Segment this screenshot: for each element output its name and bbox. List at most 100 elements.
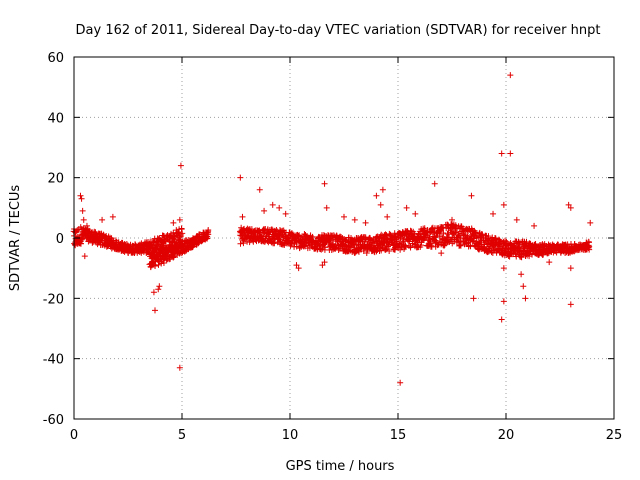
data-point: [192, 238, 199, 245]
outlier-point: [237, 174, 244, 181]
data-point: [178, 226, 185, 233]
outlier-point: [321, 180, 328, 187]
data-point: [362, 234, 369, 241]
outlier-point: [77, 192, 84, 199]
outlier-point: [498, 150, 505, 157]
outlier-point: [109, 213, 116, 220]
data-point: [452, 222, 459, 229]
data-point: [452, 229, 459, 236]
outlier-point: [155, 286, 162, 293]
data-point: [532, 242, 539, 249]
x-tick-label: 20: [498, 428, 515, 443]
outlier-point: [256, 186, 263, 193]
data-point: [585, 239, 592, 246]
outlier-point: [567, 204, 574, 211]
outlier-point: [81, 253, 88, 260]
data-point: [155, 241, 162, 248]
outlier-point: [500, 201, 507, 208]
outlier-point: [373, 192, 380, 199]
outlier-point: [83, 222, 90, 229]
data-point: [276, 232, 283, 239]
outlier-point: [176, 216, 183, 223]
x-tick-label: 15: [390, 428, 407, 443]
outlier-point: [239, 213, 246, 220]
outlier-point: [522, 295, 529, 302]
data-point: [518, 251, 525, 258]
data-point: [441, 242, 448, 249]
data-point: [461, 241, 468, 248]
outlier-point: [403, 204, 410, 211]
outlier-point: [269, 201, 276, 208]
data-point: [340, 241, 347, 248]
chart-title: Day 162 of 2011, Sidereal Day-to-day VTE…: [76, 23, 601, 38]
outlier-point: [397, 379, 404, 386]
axis-ticks: 0 5 10 15 20 25 -60 -40 -20 0 20 40 60: [43, 51, 623, 443]
data-point: [479, 231, 486, 238]
outlier-point: [384, 213, 391, 220]
y-tick-label: -60: [43, 413, 64, 428]
outlier-point: [150, 289, 157, 296]
outlier-point: [295, 265, 302, 272]
outlier-point: [351, 216, 358, 223]
outlier-point: [500, 265, 507, 272]
data-point: [160, 260, 167, 267]
outlier-point: [567, 301, 574, 308]
outlier-point: [412, 210, 419, 217]
outlier-point: [319, 262, 326, 269]
outlier-point: [176, 364, 183, 371]
y-tick-label: 20: [47, 172, 64, 187]
data-point: [363, 250, 370, 257]
outlier-point: [80, 216, 87, 223]
outlier-point: [468, 192, 475, 199]
data-point: [502, 237, 509, 244]
data-point: [277, 228, 284, 235]
data-point: [492, 235, 499, 242]
data-point: [204, 235, 211, 242]
y-tick-label: -40: [43, 353, 64, 368]
data-point: [386, 248, 393, 255]
outlier-point: [567, 265, 574, 272]
y-tick-label: -20: [43, 292, 64, 307]
data-point: [77, 240, 84, 247]
data-point: [428, 242, 435, 249]
outlier-point: [449, 216, 455, 223]
data-point: [506, 253, 513, 260]
data-point: [400, 238, 407, 245]
y-tick-label: 0: [56, 232, 64, 247]
outlier-point: [500, 298, 507, 305]
outlier-point: [170, 219, 177, 226]
data-point: [407, 227, 414, 234]
y-tick-label: 60: [47, 51, 64, 66]
outlier-point: [565, 201, 572, 208]
data-point: [296, 232, 303, 239]
outlier-point: [276, 204, 283, 211]
data-point: [485, 246, 492, 253]
data-point: [526, 253, 533, 260]
data-point: [287, 242, 294, 249]
x-tick-label: 5: [178, 428, 186, 443]
outlier-point: [546, 259, 553, 266]
y-tick-label: 40: [47, 111, 64, 126]
data-point: [360, 247, 367, 254]
data-point: [205, 228, 212, 235]
outlier-point: [498, 316, 505, 323]
outlier-point: [78, 195, 85, 202]
outlier-point: [362, 219, 369, 226]
data-point: [237, 240, 244, 247]
outlier-point: [377, 201, 384, 208]
data-point: [338, 234, 345, 241]
outlier-point: [507, 72, 514, 79]
outlier-point: [470, 295, 477, 302]
outlier-point: [431, 180, 438, 187]
data-point: [271, 240, 278, 247]
data-point: [171, 233, 178, 240]
x-axis-label: GPS time / hours: [286, 459, 395, 474]
data-point: [177, 233, 184, 240]
outlier-point: [293, 262, 300, 269]
outlier-point: [156, 283, 163, 290]
outlier-point: [99, 216, 106, 223]
outlier-point: [513, 216, 520, 223]
outlier-point: [507, 150, 514, 157]
outlier-point: [587, 219, 594, 226]
